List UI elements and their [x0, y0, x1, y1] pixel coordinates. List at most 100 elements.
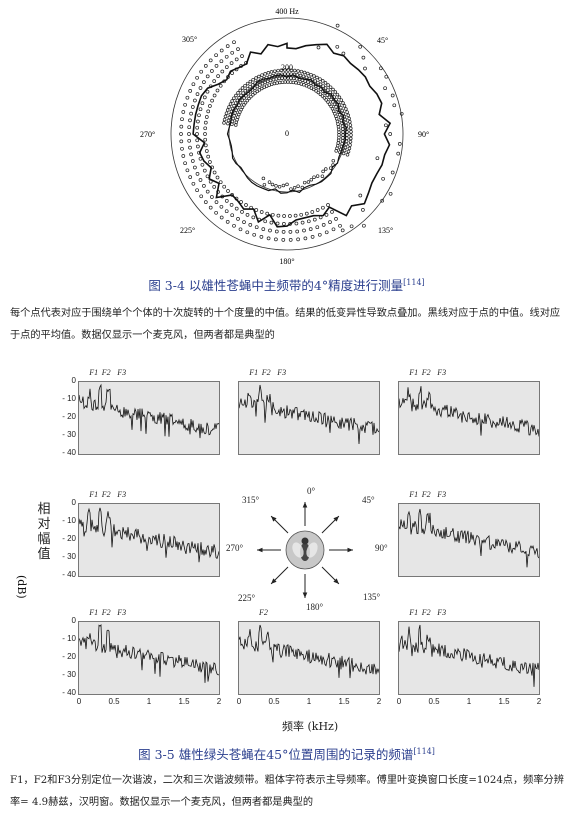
y-tick-label: - 40 [62, 688, 76, 697]
label-90: 90° [418, 130, 429, 139]
polar-dot [299, 69, 304, 74]
polar-dot [334, 149, 338, 153]
polar-dot [243, 83, 247, 88]
polar-dot [279, 68, 284, 72]
polar-dot [330, 210, 334, 214]
polar-dot [252, 232, 257, 237]
polar-dot [190, 159, 195, 163]
polar-dot [348, 120, 352, 124]
polar-dot [296, 184, 300, 188]
harmonic-label: F1 [89, 368, 99, 377]
harmonic-label: F2 [101, 490, 111, 499]
polar-dot [214, 64, 219, 68]
caption-1-text: 以雄性苍蝇中主频带的4°精度进行测量 [188, 278, 404, 293]
spectrum-180 [238, 621, 380, 695]
polar-dot [230, 213, 235, 218]
polar-dot [274, 237, 278, 242]
spectrum-trace [399, 386, 539, 437]
label-400hz: 400 Hz [275, 7, 299, 16]
polar-dot [304, 75, 309, 80]
polar-dot [248, 223, 253, 227]
polar-dot [258, 83, 262, 87]
y-tick-label: - 20 [62, 652, 76, 661]
polar-dot [308, 81, 313, 85]
polar-dot [199, 194, 204, 199]
polar-dot [316, 45, 321, 50]
x-tick-label: 2 [376, 697, 382, 706]
polar-dot [208, 58, 213, 63]
dir-225: 225° [238, 593, 256, 603]
polar-dot [249, 94, 253, 99]
polar-dot [384, 123, 388, 128]
x-tick-label: 0.5 [108, 697, 120, 706]
polar-dot [222, 117, 227, 122]
polar-dot [363, 66, 367, 71]
polar-dot [181, 110, 186, 114]
polar-dot [331, 158, 336, 163]
y-tick-label: 0 [71, 616, 76, 625]
polar-dot [302, 70, 307, 75]
polar-dot [263, 72, 267, 76]
polar-dot [266, 236, 271, 241]
harmonic-label: F2 [421, 368, 431, 377]
polar-dot [282, 214, 286, 218]
harmonic-label: F2 [101, 368, 111, 377]
polar-dot [322, 96, 327, 100]
polar-dot [315, 225, 320, 230]
polar-dot [342, 148, 347, 153]
polar-dot [239, 200, 243, 204]
polar-dot [277, 185, 282, 189]
polar-dot [358, 193, 363, 198]
caption-2-prefix: 图 3-5 [138, 747, 175, 762]
polar-dot [336, 122, 340, 126]
spectrum-270 [78, 503, 220, 577]
polar-dot [268, 78, 273, 83]
x-axis-label: 频率 (kHz) [282, 720, 339, 733]
polar-dot [218, 180, 223, 185]
polar-dot [202, 168, 207, 173]
polar-dot [293, 68, 297, 73]
polar-dot [240, 98, 245, 103]
polar-dot [214, 200, 219, 204]
polar-dot [338, 223, 342, 228]
polar-dot [315, 174, 320, 178]
polar-dot [185, 168, 190, 173]
polar-dot [240, 54, 244, 58]
spectrum-trace [79, 383, 219, 439]
polar-dot [200, 101, 205, 106]
median-line [192, 42, 392, 228]
polar-dot [306, 71, 310, 76]
figure-note-1: 每个点代表对应于围绕单个个体的十次旋转的十个度量的中值。结果的低变异性导致点叠加… [10, 308, 561, 341]
label-225: 225° [180, 226, 195, 235]
polar-dot [294, 221, 299, 226]
x-tick-label: 2 [216, 697, 222, 706]
polar-dot [233, 101, 238, 105]
polar-dot [191, 181, 196, 186]
polar-dot [247, 96, 251, 101]
polar-dot [226, 121, 230, 126]
polar-dot [349, 136, 353, 141]
polar-dot [343, 145, 348, 150]
polar-dot [349, 133, 353, 137]
polar-dot [224, 111, 229, 115]
polar-dot [225, 108, 230, 112]
polar-dot [288, 214, 292, 218]
polar-dot [266, 79, 270, 84]
dir-180: 180° [306, 602, 324, 612]
polar-dot [200, 162, 205, 167]
polar-dot [254, 76, 258, 80]
x-tick-label: 1.5 [338, 697, 350, 706]
polar-dot [222, 184, 227, 189]
polar-dot [267, 180, 272, 184]
polar-dot [340, 139, 345, 143]
polar-dot [312, 217, 317, 222]
polar-dot [222, 121, 226, 125]
polar-dot [198, 86, 203, 90]
polar-dot [262, 182, 267, 187]
dir-315: 315° [242, 495, 260, 505]
polar-dot [335, 119, 340, 124]
polar-dot [349, 126, 353, 131]
polar-dot [283, 72, 287, 76]
polar-dot [303, 236, 308, 241]
dir-45: 45° [362, 495, 375, 505]
